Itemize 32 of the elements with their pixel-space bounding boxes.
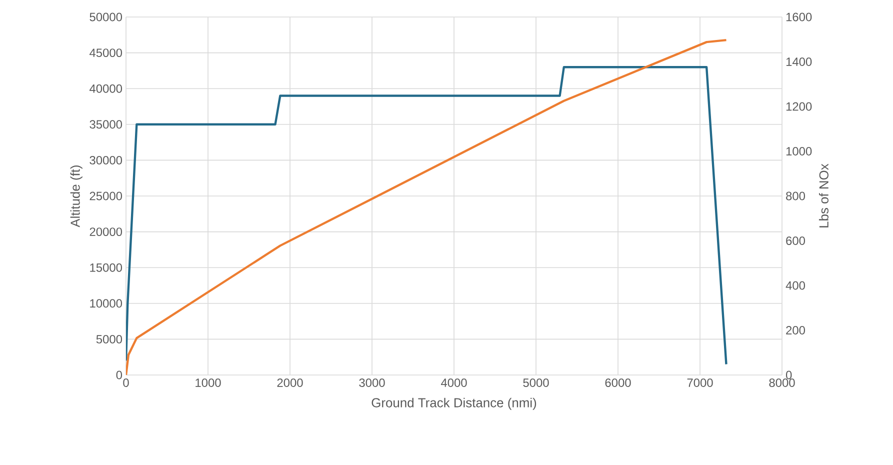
y2-tick-label: 200: [786, 326, 806, 334]
y-tick-label: 50000: [90, 12, 122, 22]
y2-tick-label: 1000: [786, 147, 812, 156]
y2-tick-label: 1200: [786, 102, 812, 111]
x-tick-label: 2000: [277, 378, 303, 387]
x-tick-label: 6000: [605, 378, 631, 387]
x-tick-label: 0: [123, 378, 129, 387]
y2-tick-label: 1400: [786, 58, 812, 66]
y2-tick-label: 1600: [786, 12, 812, 22]
y-tick-label: 5000: [96, 334, 122, 344]
x-tick-label: 3000: [359, 378, 385, 387]
x-tick-label: 8000: [769, 378, 795, 387]
y-tick-label: 20000: [90, 228, 122, 236]
y2-tick-label: 800: [786, 192, 806, 200]
y-tick-label: 40000: [90, 84, 122, 93]
y-tick-label: 15000: [90, 263, 122, 272]
y-axis-title: Altitude (ft): [70, 166, 82, 228]
y2-tick-label: 0: [786, 370, 792, 380]
y-tick-label: 30000: [90, 156, 122, 164]
y2-tick-label: 600: [786, 236, 806, 245]
y2-tick-label: 400: [786, 281, 806, 290]
x-tick-label: 7000: [687, 378, 713, 387]
x-tick-label: 4000: [440, 378, 467, 387]
x-tick-label: 5000: [523, 378, 549, 387]
y2-axis-title: Lbs of NOx: [818, 164, 828, 228]
x-axis-title: Ground Track Distance (nmi): [372, 398, 536, 410]
y-tick-label: 45000: [90, 48, 122, 58]
y-tick-label: 25000: [90, 192, 122, 200]
y-tick-label: 35000: [90, 120, 122, 129]
y-tick-label: 0: [116, 370, 122, 380]
y-tick-label: 10000: [90, 299, 122, 308]
x-tick-label: 1000: [196, 378, 221, 387]
